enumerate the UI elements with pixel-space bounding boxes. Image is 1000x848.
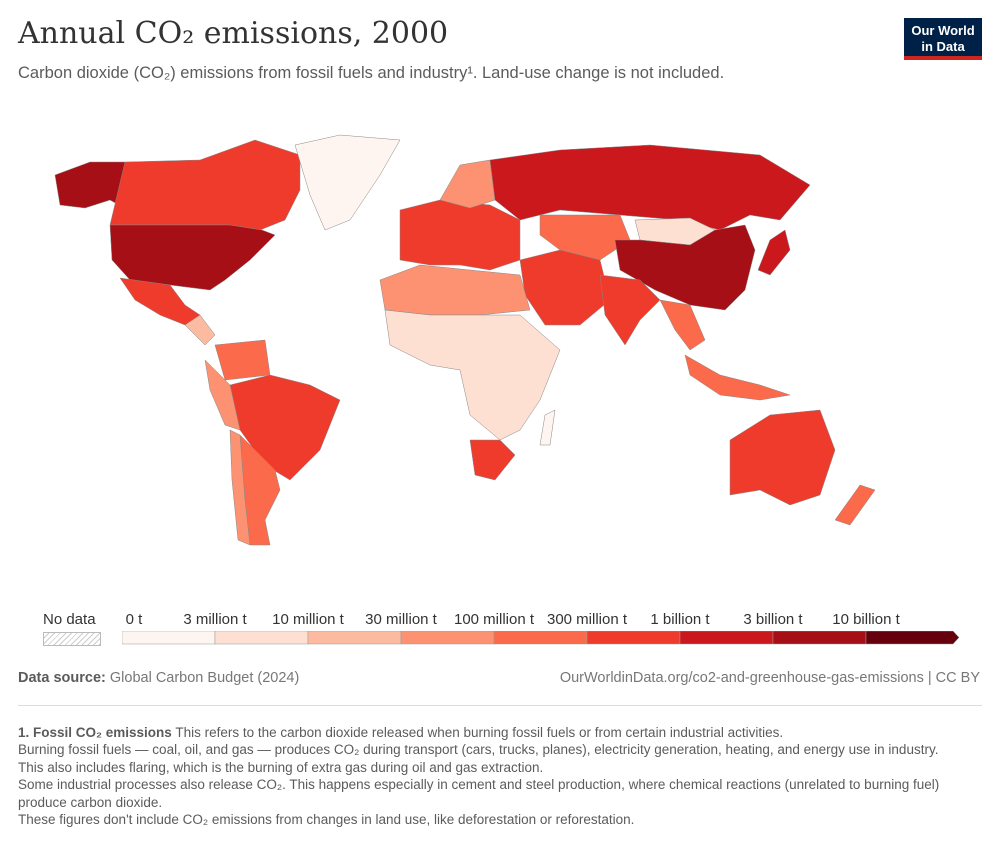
legend-bin[interactable]	[586, 631, 681, 645]
legend-tick-label: 300 million t	[546, 611, 628, 628]
legend-bin[interactable]	[772, 631, 867, 645]
legend-tick-label: 3 million t	[183, 611, 247, 628]
country-russia[interactable]	[489, 144, 811, 231]
country-south-africa[interactable]	[469, 439, 516, 481]
legend-tick-label: 100 million t	[453, 611, 535, 628]
legend-tick-label: 1 billion t	[650, 611, 710, 628]
footnotes: 1. Fossil CO₂ emissions This refers to t…	[18, 725, 940, 828]
legend-tick-label: 0 t	[125, 611, 143, 628]
region-middle-east[interactable]	[519, 249, 611, 326]
legend-no-data-swatch	[43, 632, 101, 646]
country-madagascar[interactable]	[539, 409, 556, 446]
legend-tick-label: 10 million t	[272, 611, 344, 628]
country-china[interactable]	[614, 224, 756, 311]
legend-bin[interactable]	[679, 631, 774, 645]
country-india[interactable]	[599, 274, 661, 346]
legend-bin[interactable]	[400, 631, 495, 645]
region-scandinavia[interactable]	[439, 159, 496, 209]
country-chile[interactable]	[229, 429, 251, 546]
region-central-america[interactable]	[184, 314, 216, 346]
chart-title: Annual CO₂ emissions, 2000	[18, 16, 449, 51]
legend-bin[interactable]	[493, 631, 588, 645]
legend-color-bar	[122, 631, 960, 645]
country-australia[interactable]	[729, 409, 836, 506]
country-venezuela-colombia[interactable]	[214, 339, 271, 381]
legend-tick-label: 3 billion t	[743, 611, 803, 628]
chart-subtitle: Carbon dioxide (CO₂) emissions from foss…	[18, 64, 725, 82]
source-url-link[interactable]: OurWorldinData.org/co2-and-greenhouse-ga…	[559, 670, 980, 686]
world-map[interactable]	[0, 100, 1000, 600]
owid-logo[interactable]: Our World in Data	[904, 18, 982, 60]
country-usa[interactable]	[109, 224, 276, 291]
country-greenland[interactable]	[294, 134, 401, 231]
legend-tick-label: 30 million t	[365, 611, 437, 628]
region-europe[interactable]	[399, 199, 521, 271]
legend-bin[interactable]	[122, 631, 216, 645]
country-indonesia[interactable]	[684, 354, 791, 401]
divider	[18, 705, 982, 706]
country-new-zealand[interactable]	[834, 484, 876, 526]
country-canada[interactable]	[109, 139, 301, 231]
region-southeast-asia[interactable]	[659, 299, 706, 351]
data-source: Data source: Global Carbon Budget (2024)	[18, 670, 300, 686]
legend-tick-label: 10 billion t	[832, 611, 900, 628]
region-sub-saharan-africa[interactable]	[384, 309, 561, 441]
country-peru[interactable]	[204, 359, 241, 431]
legend-bin[interactable]	[865, 631, 960, 645]
region-north-africa[interactable]	[379, 264, 531, 316]
legend-bin[interactable]	[307, 631, 402, 645]
country-japan[interactable]	[757, 229, 791, 276]
legend-no-data-label: No data	[43, 611, 96, 628]
legend-bin[interactable]	[214, 631, 309, 645]
